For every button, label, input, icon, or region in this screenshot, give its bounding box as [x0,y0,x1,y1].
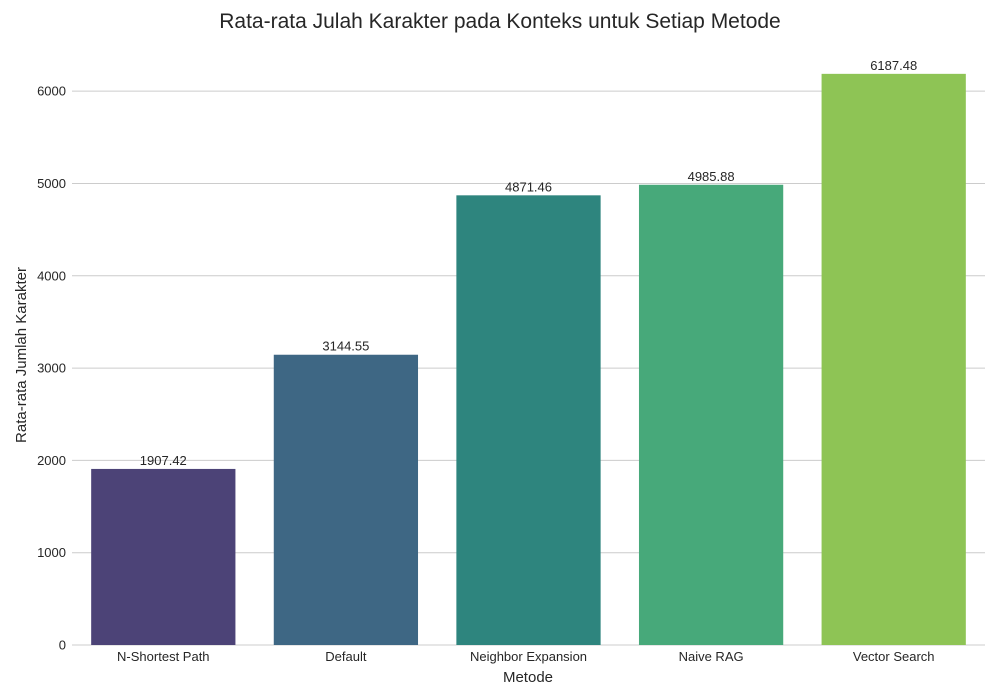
chart-title: Rata-rata Julah Karakter pada Konteks un… [219,10,781,33]
bar-value-label: 3144.55 [322,339,369,354]
bar-value-label: 6187.48 [870,58,917,73]
y-tick-label: 0 [59,638,66,653]
y-tick-layer: 0 1000 2000 3000 4000 5000 6000 [37,84,66,653]
bar-neighbor-expansion [456,195,601,645]
x-tick-label: Vector Search [853,649,935,664]
x-tick-label: Default [325,649,367,664]
bar-naive-rag [638,184,784,645]
bar-value-label: 4871.46 [505,179,552,194]
x-tick-layer: N-Shortest Path Default Neighbor Expansion… [117,649,934,664]
bar-n-shortest-path [91,468,236,645]
bar-value-label: 1907.42 [140,453,187,468]
y-axis-title: Rata-rata Jumlah Karakter [13,267,30,443]
bar-vector-search [821,73,966,645]
y-tick-label: 3000 [37,361,66,376]
x-tick-label: Neighbor Expansion [470,649,587,664]
bar-layer [91,73,966,645]
x-tick-label: Naive RAG [679,649,744,664]
y-tick-label: 4000 [37,268,66,283]
bar-value-label: 4985.88 [688,169,735,184]
y-tick-label: 6000 [37,84,66,99]
label-layer: 1907.42 3144.55 4871.46 4985.88 6187.48 [140,58,917,468]
y-tick-label: 5000 [37,176,66,191]
x-tick-label: N-Shortest Path [117,649,210,664]
y-tick-label: 2000 [37,453,66,468]
y-tick-label: 1000 [37,545,66,560]
x-axis-title: Metode [503,669,553,686]
bar-default [273,354,419,645]
